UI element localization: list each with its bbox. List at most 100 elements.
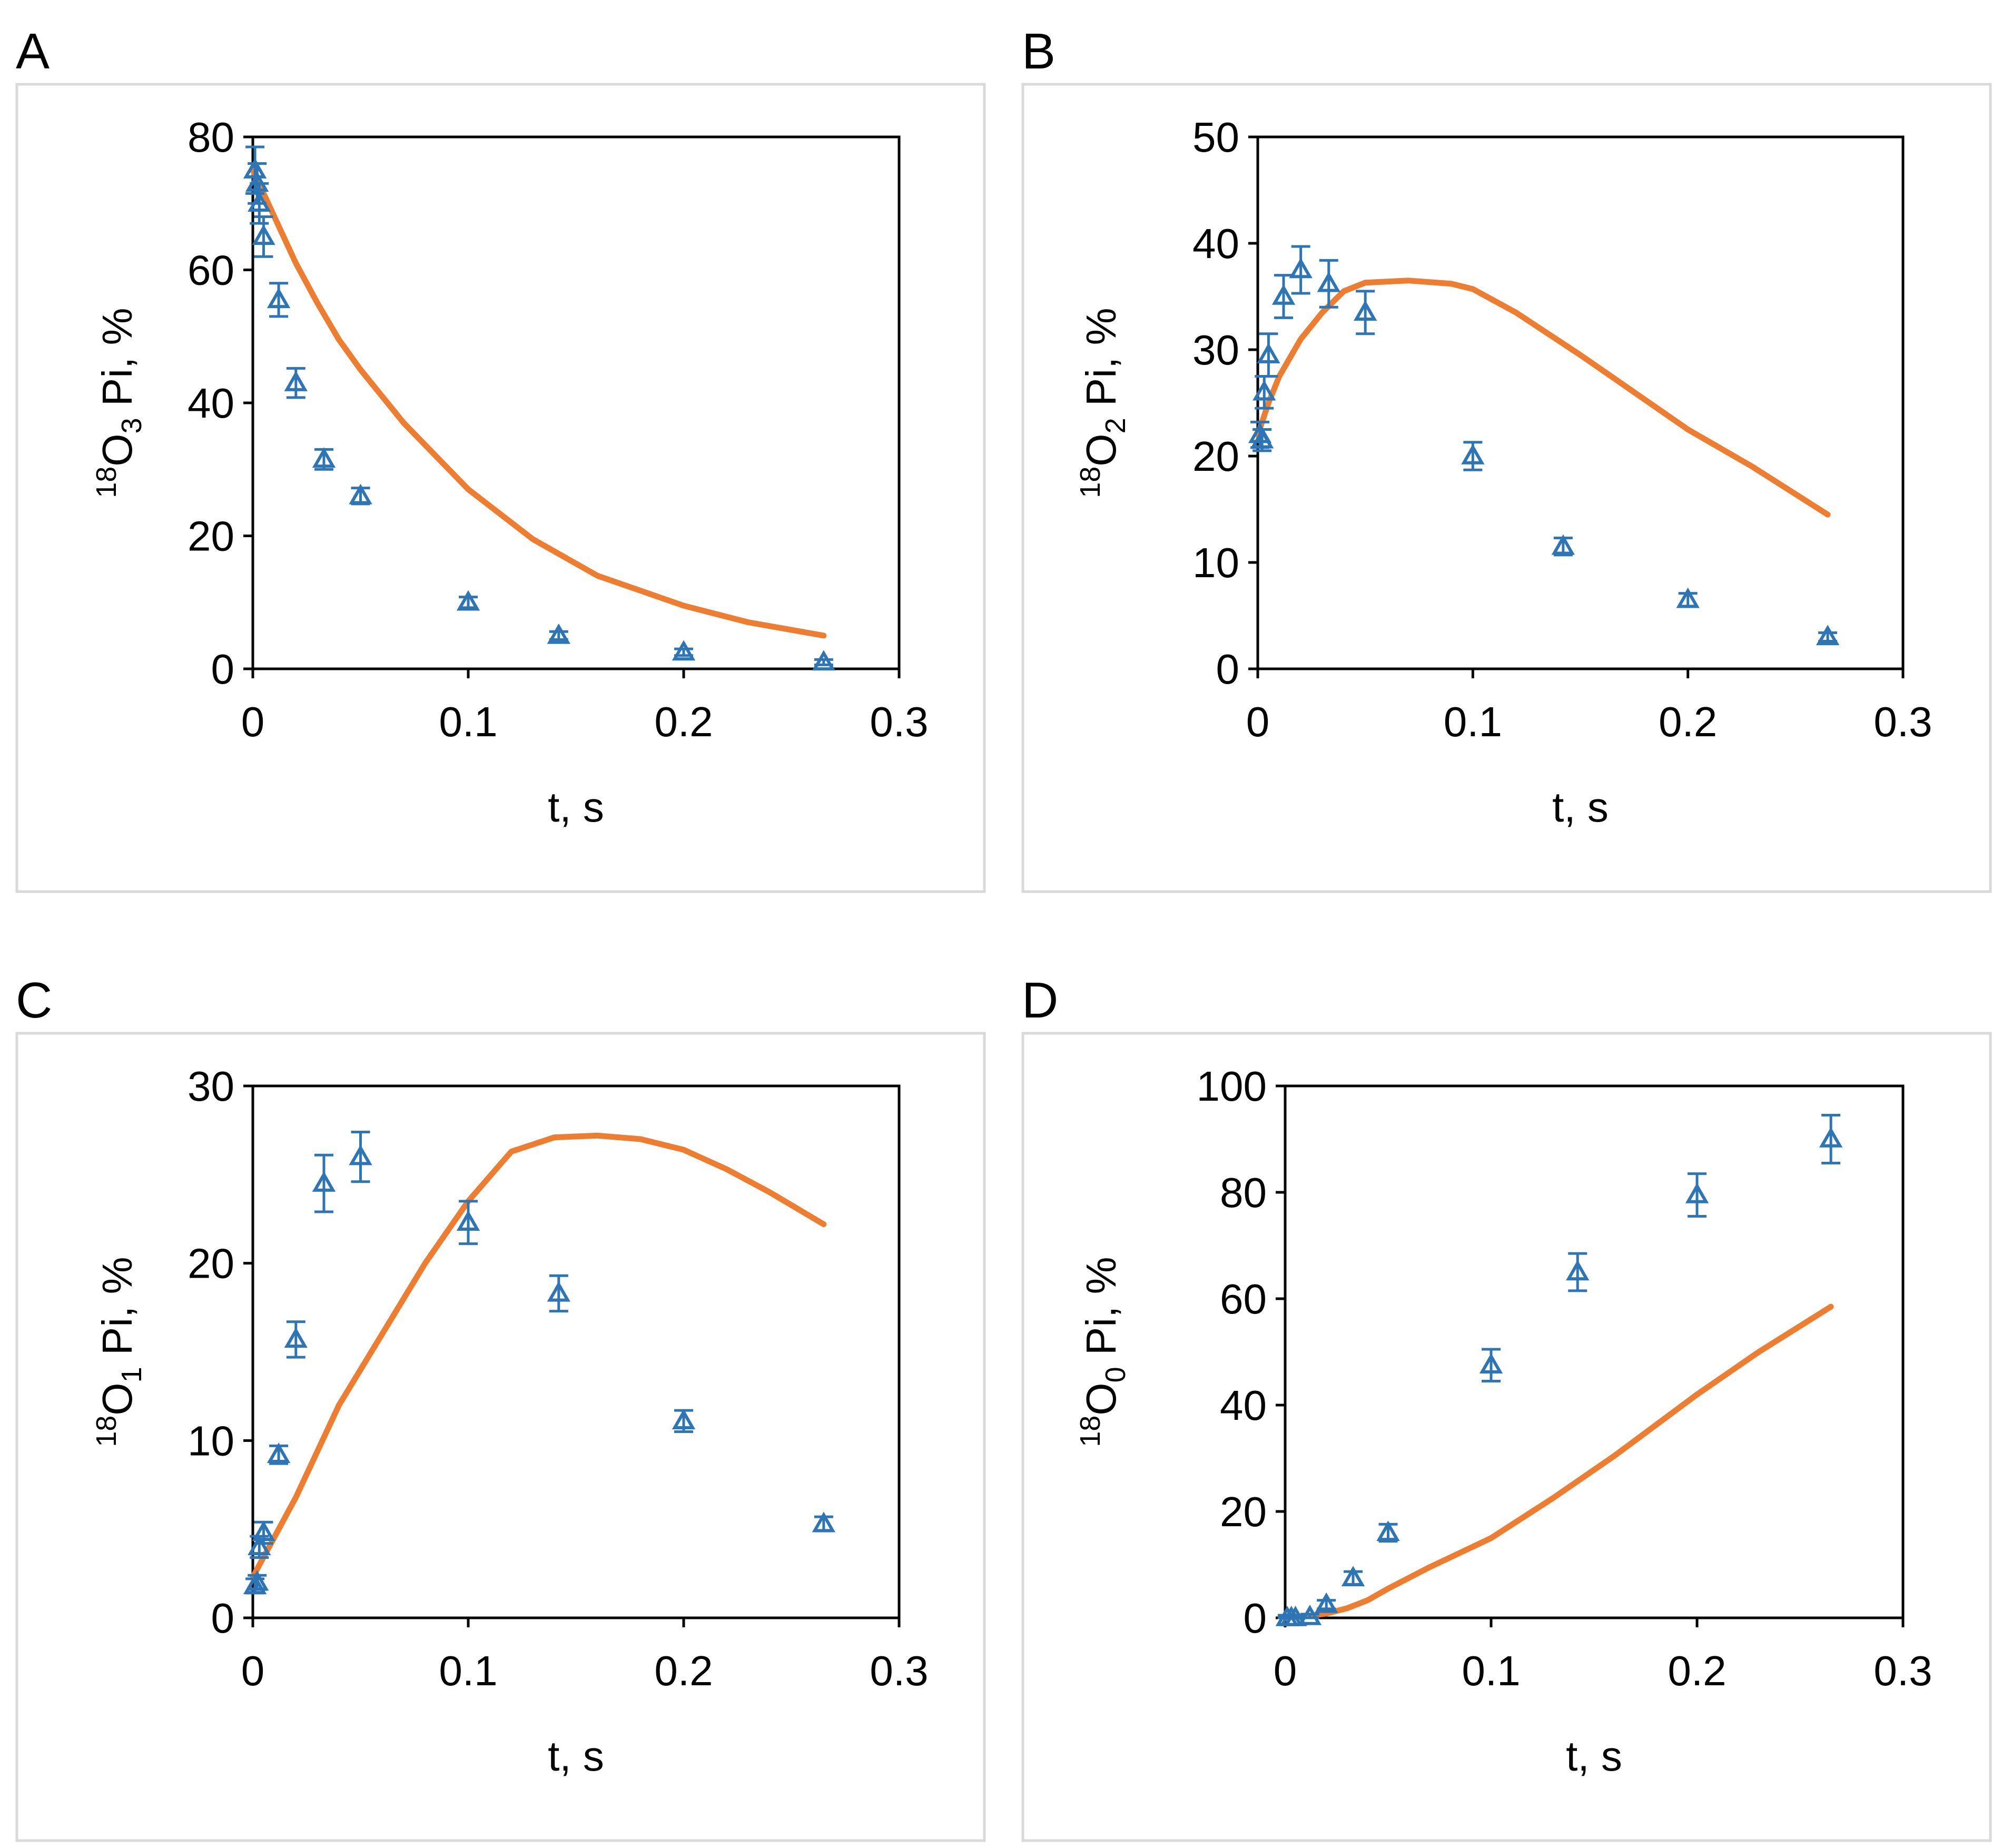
x-tick-label: 0.3 (870, 698, 928, 745)
panel-frame (15, 83, 986, 893)
triangle-marker (1341, 1566, 1365, 1586)
data-point (456, 1200, 480, 1246)
y-tick-label: 20 (1192, 433, 1239, 480)
plot-area (251, 1084, 901, 1619)
y-axis-title-rest: Pi, % (1078, 1257, 1125, 1367)
x-tick-label: 0.2 (654, 1647, 713, 1694)
y-tick-label: 40 (1220, 1382, 1267, 1429)
triangle-marker (547, 623, 570, 644)
y-tick-label: 30 (188, 1063, 234, 1110)
data-point (1257, 332, 1280, 378)
triangle-marker (252, 224, 275, 245)
data-point (812, 1511, 836, 1533)
y-axis-title: 18O1 Pi, % (91, 1257, 147, 1447)
triangle-marker (1253, 380, 1276, 401)
x-tick-label: 0.3 (870, 1647, 928, 1694)
x-axis-title: t, s (1566, 1733, 1622, 1780)
triangle-marker (312, 447, 336, 468)
data-point (1819, 1114, 1843, 1164)
triangle-marker (248, 191, 271, 212)
triangle-marker (284, 1327, 308, 1348)
y-tick-label: 20 (1220, 1488, 1267, 1535)
y-tick-label: 40 (188, 380, 234, 427)
y-tick-label: 40 (1192, 220, 1239, 267)
triangle-marker (1551, 534, 1575, 555)
y-tick-label: 0 (1216, 646, 1240, 693)
x-tick-label: 0 (241, 1647, 265, 1694)
triangle-marker (349, 483, 372, 505)
triangle-marker (812, 1511, 836, 1533)
y-axis-title: 18O2 Pi, % (1074, 308, 1131, 498)
panel-frame (15, 1032, 986, 1842)
data-point (267, 282, 291, 318)
x-tick-label: 0.1 (1444, 698, 1502, 745)
data-point (284, 1320, 308, 1359)
y-axis-title: 18O3 Pi, % (91, 308, 147, 498)
panel-letter: C (16, 972, 52, 1029)
triangle-marker (1317, 271, 1340, 292)
triangle-marker (267, 1442, 291, 1464)
triangle-marker (672, 640, 696, 661)
data-point (1479, 1348, 1503, 1383)
data-point (252, 1520, 275, 1545)
x-axis-title: t, s (1552, 784, 1609, 831)
data-point (349, 483, 372, 506)
x-tick-label: 0.2 (1659, 698, 1717, 745)
y-axis-title-sub: 2 (1100, 418, 1131, 433)
x-tick-label: 0.3 (1873, 698, 1932, 745)
x-axis-title: t, s (548, 784, 604, 831)
plot-area (1256, 135, 1905, 670)
data-point (812, 650, 836, 671)
triangle-marker (252, 1520, 275, 1541)
x-tick-label: 0 (241, 698, 265, 745)
model-curve (250, 1132, 827, 1580)
triangle-marker (1376, 1520, 1400, 1541)
triangle-marker (1257, 343, 1280, 363)
triangle-marker (349, 1144, 372, 1165)
triangle-marker (456, 1210, 480, 1231)
y-tick-label: 20 (188, 513, 234, 560)
model-curve (250, 167, 827, 639)
y-axis-title-sup: 18 (91, 1416, 122, 1447)
x-tick-label: 0 (1246, 698, 1270, 745)
x-tick-label: 0.2 (1668, 1647, 1726, 1694)
data-point (672, 1409, 696, 1433)
data-point (349, 1131, 372, 1183)
y-tick-label: 0 (211, 646, 235, 693)
x-tick-label: 0.2 (654, 698, 713, 745)
data-point (1376, 1520, 1400, 1543)
x-tick-label: 0.1 (439, 698, 497, 745)
data-point (1317, 259, 1340, 309)
data-point (547, 1274, 570, 1313)
panel-frame (1021, 1032, 1992, 1842)
panel-a: A 0 0.1 0.2 0.3 0 20 40 60 80 t, s 18O3 Pi, % (15, 23, 986, 893)
triangle-marker (1566, 1260, 1590, 1281)
triangle-marker (312, 1171, 336, 1192)
triangle-marker (672, 1409, 696, 1430)
x-tick-label: 0 (1274, 1647, 1297, 1694)
triangle-marker (1250, 428, 1274, 449)
plot-area (1284, 1084, 1905, 1619)
data-point (1676, 587, 1700, 608)
x-tick-label: 0.1 (439, 1647, 497, 1694)
panel-letter: B (1022, 23, 1056, 80)
data-point (672, 640, 696, 661)
y-tick-label: 60 (188, 247, 234, 294)
data-point (267, 1442, 291, 1465)
y-tick-label: 10 (188, 1417, 234, 1464)
model-curve (1255, 278, 1831, 518)
data-point (1816, 625, 1840, 646)
y-axis-title-rest: Pi, % (1078, 308, 1125, 418)
y-axis-title-rest: Pi, % (94, 308, 141, 418)
panel-b: B 0 0.1 0.2 0.3 0 10 20 30 40 50 t, s 18O2 Pi, % (1021, 23, 1992, 893)
data-point (252, 215, 275, 258)
y-axis-title-sup: 18 (91, 467, 122, 498)
y-tick-label: 100 (1197, 1063, 1267, 1110)
data-point (312, 1153, 336, 1213)
triangle-marker (284, 371, 308, 391)
triangle-marker (812, 650, 836, 671)
data-point (547, 623, 570, 644)
y-tick-label: 0 (211, 1595, 235, 1642)
y-tick-label: 60 (1220, 1276, 1267, 1322)
